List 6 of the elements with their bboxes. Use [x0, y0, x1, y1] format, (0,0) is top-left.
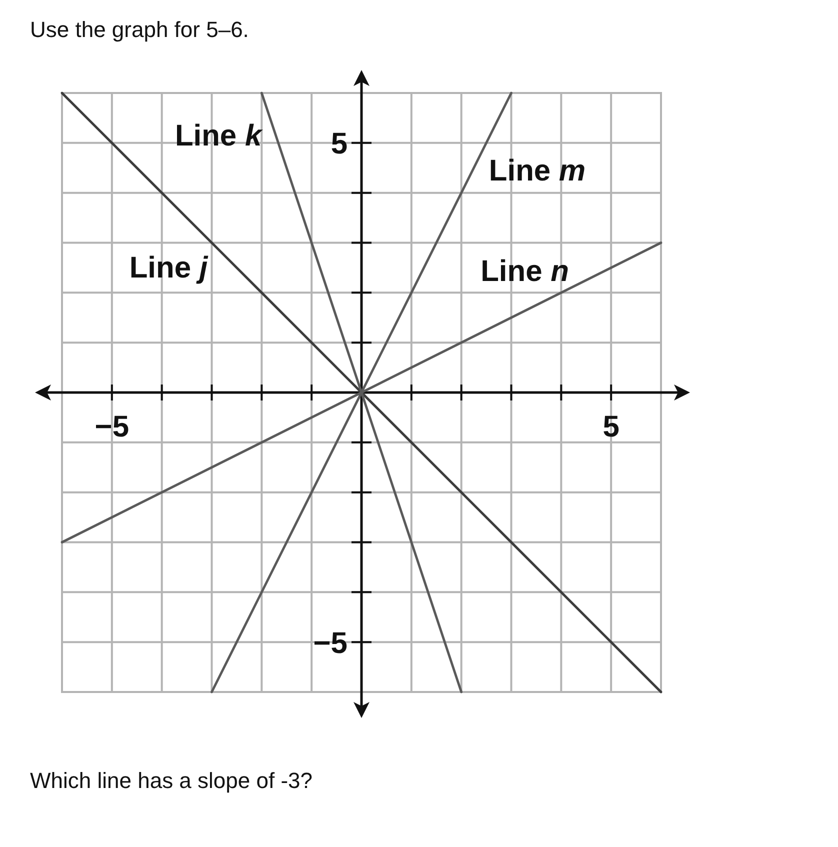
series-label: Line k	[174, 120, 263, 153]
series-label: Line m	[488, 154, 586, 188]
series-label: Line j	[129, 252, 208, 285]
series-label: Line n	[480, 255, 569, 288]
text: Which line has a slope of -3?	[30, 768, 312, 793]
chart-title: Use the graph for 5–6.	[30, 17, 249, 42]
